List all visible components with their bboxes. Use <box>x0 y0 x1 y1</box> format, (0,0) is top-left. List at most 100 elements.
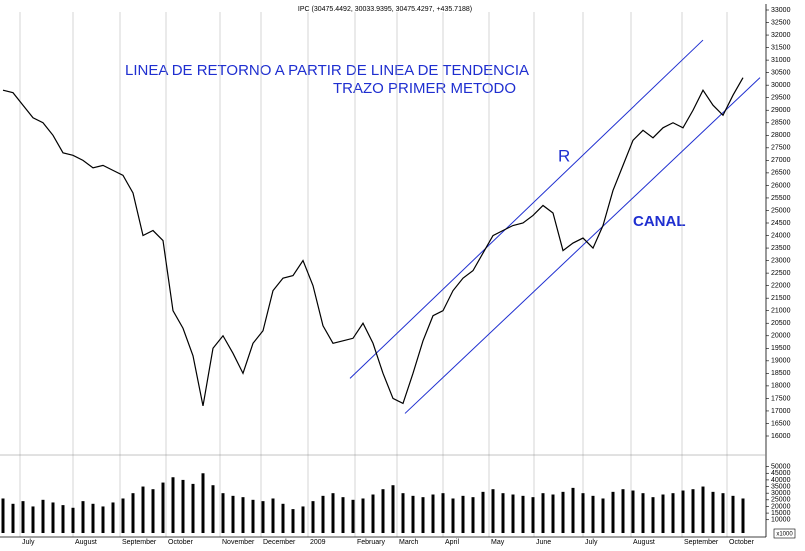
x-tick-label: November <box>222 539 255 546</box>
volume-bar <box>681 490 685 533</box>
x-tick-label: March <box>399 539 419 546</box>
y-tick-label: 23000 <box>771 257 791 264</box>
y-tick-label: 21000 <box>771 308 791 315</box>
volume-bar <box>641 493 645 533</box>
volume-bar <box>91 503 95 533</box>
volume-bar <box>571 487 575 533</box>
y-tick-label: 24000 <box>771 232 791 239</box>
y-tick-label: 30500 <box>771 69 791 76</box>
y-tick-label: 22500 <box>771 270 791 277</box>
volume-bar <box>211 485 215 533</box>
volume-bar <box>441 493 445 533</box>
volume-bar <box>181 479 185 533</box>
volume-bar <box>611 491 615 533</box>
volume-bar <box>371 494 375 533</box>
x-tick-label: February <box>357 539 386 546</box>
volume-bar <box>161 482 165 533</box>
x-tick-label: October <box>729 539 755 546</box>
unit-box <box>773 528 796 539</box>
volume-bar <box>101 506 105 533</box>
volume-bar <box>31 506 35 533</box>
y-tick-label: 25000 <box>771 207 791 214</box>
y-tick-label: 27000 <box>771 157 791 164</box>
volume-bar <box>221 493 225 533</box>
y-tick-label: 19000 <box>771 358 791 365</box>
y-tick-label: 18000 <box>771 383 791 390</box>
volume-bar <box>391 485 395 533</box>
volume-unit: x1000 <box>776 532 793 538</box>
volume-bar <box>531 497 535 533</box>
volume-bar <box>721 493 725 533</box>
volume-bar <box>141 486 145 533</box>
volume-bar <box>1 498 5 533</box>
y-tick-label: 20000 <box>771 333 791 340</box>
y-tick-label: 40000 <box>771 477 791 484</box>
volume-bar <box>731 495 735 533</box>
volume-bar <box>421 497 425 533</box>
y-tick-label: 16500 <box>771 420 791 427</box>
y-tick-label: 23500 <box>771 245 791 252</box>
volume-bar <box>241 497 245 533</box>
x-tick-label: December <box>263 539 296 546</box>
channel-line <box>404 77 761 414</box>
y-tick-label: 19500 <box>771 345 791 352</box>
x-tick-label: June <box>536 539 551 546</box>
volume-bar <box>341 497 345 533</box>
x-tick-label: August <box>75 539 97 546</box>
volume-bar <box>601 498 605 533</box>
volume-bar <box>431 494 435 533</box>
annotation: LINEA DE RETORNO A PARTIR DE LINEA DE TE… <box>125 62 529 79</box>
volume-bar <box>481 491 485 533</box>
y-tick-label: 20000 <box>771 503 791 510</box>
chart-title: IPC (30475.4492, 30033.9395, 30475.4297,… <box>298 6 472 13</box>
volume-bar <box>131 493 135 533</box>
volume-bar <box>501 493 505 533</box>
volume-bar <box>581 493 585 533</box>
y-tick-label: 18500 <box>771 370 791 377</box>
x-tick-label: August <box>633 539 655 546</box>
volume-bar <box>301 506 305 533</box>
volume-bar <box>231 495 235 533</box>
x-tick-label: 2009 <box>310 539 326 546</box>
annotation: R <box>558 146 570 165</box>
y-tick-label: 30000 <box>771 490 791 497</box>
volume-bar <box>201 473 205 533</box>
x-tick-label: April <box>445 539 459 546</box>
volume-bar <box>251 499 255 533</box>
volume-bar <box>631 490 635 533</box>
volume-bar <box>261 501 265 533</box>
volume-bar <box>711 491 715 533</box>
x-tick-label: September <box>122 539 157 546</box>
volume-bar <box>521 495 525 533</box>
volume-bar <box>741 498 745 533</box>
volume-bar <box>21 501 25 533</box>
volume-bar <box>281 503 285 533</box>
annotation: TRAZO PRIMER METODO <box>333 80 516 97</box>
volume-bar <box>661 494 665 533</box>
volume-bar <box>591 495 595 533</box>
volume-bar <box>271 498 275 533</box>
x-tick-label: July <box>22 539 35 546</box>
volume-bar <box>461 495 465 533</box>
volume-bar <box>81 501 85 533</box>
volume-bar <box>331 493 335 533</box>
y-tick-label: 24500 <box>771 220 791 227</box>
volume-bar <box>381 489 385 533</box>
volume-bar <box>471 497 475 533</box>
y-tick-label: 35000 <box>771 483 791 490</box>
channel-line <box>349 39 704 379</box>
volume-bar <box>541 493 545 533</box>
y-tick-label: 50000 <box>771 463 791 470</box>
volume-bar <box>351 499 355 533</box>
price-line <box>2 77 744 407</box>
y-tick-label: 29500 <box>771 95 791 102</box>
volume-bar <box>451 498 455 533</box>
y-tick-label: 33000 <box>771 7 791 14</box>
y-tick-label: 10000 <box>771 517 791 524</box>
y-tick-label: 25500 <box>771 195 791 202</box>
volume-bar <box>291 509 295 533</box>
volume-bar <box>401 493 405 533</box>
volume-bar <box>551 494 555 533</box>
